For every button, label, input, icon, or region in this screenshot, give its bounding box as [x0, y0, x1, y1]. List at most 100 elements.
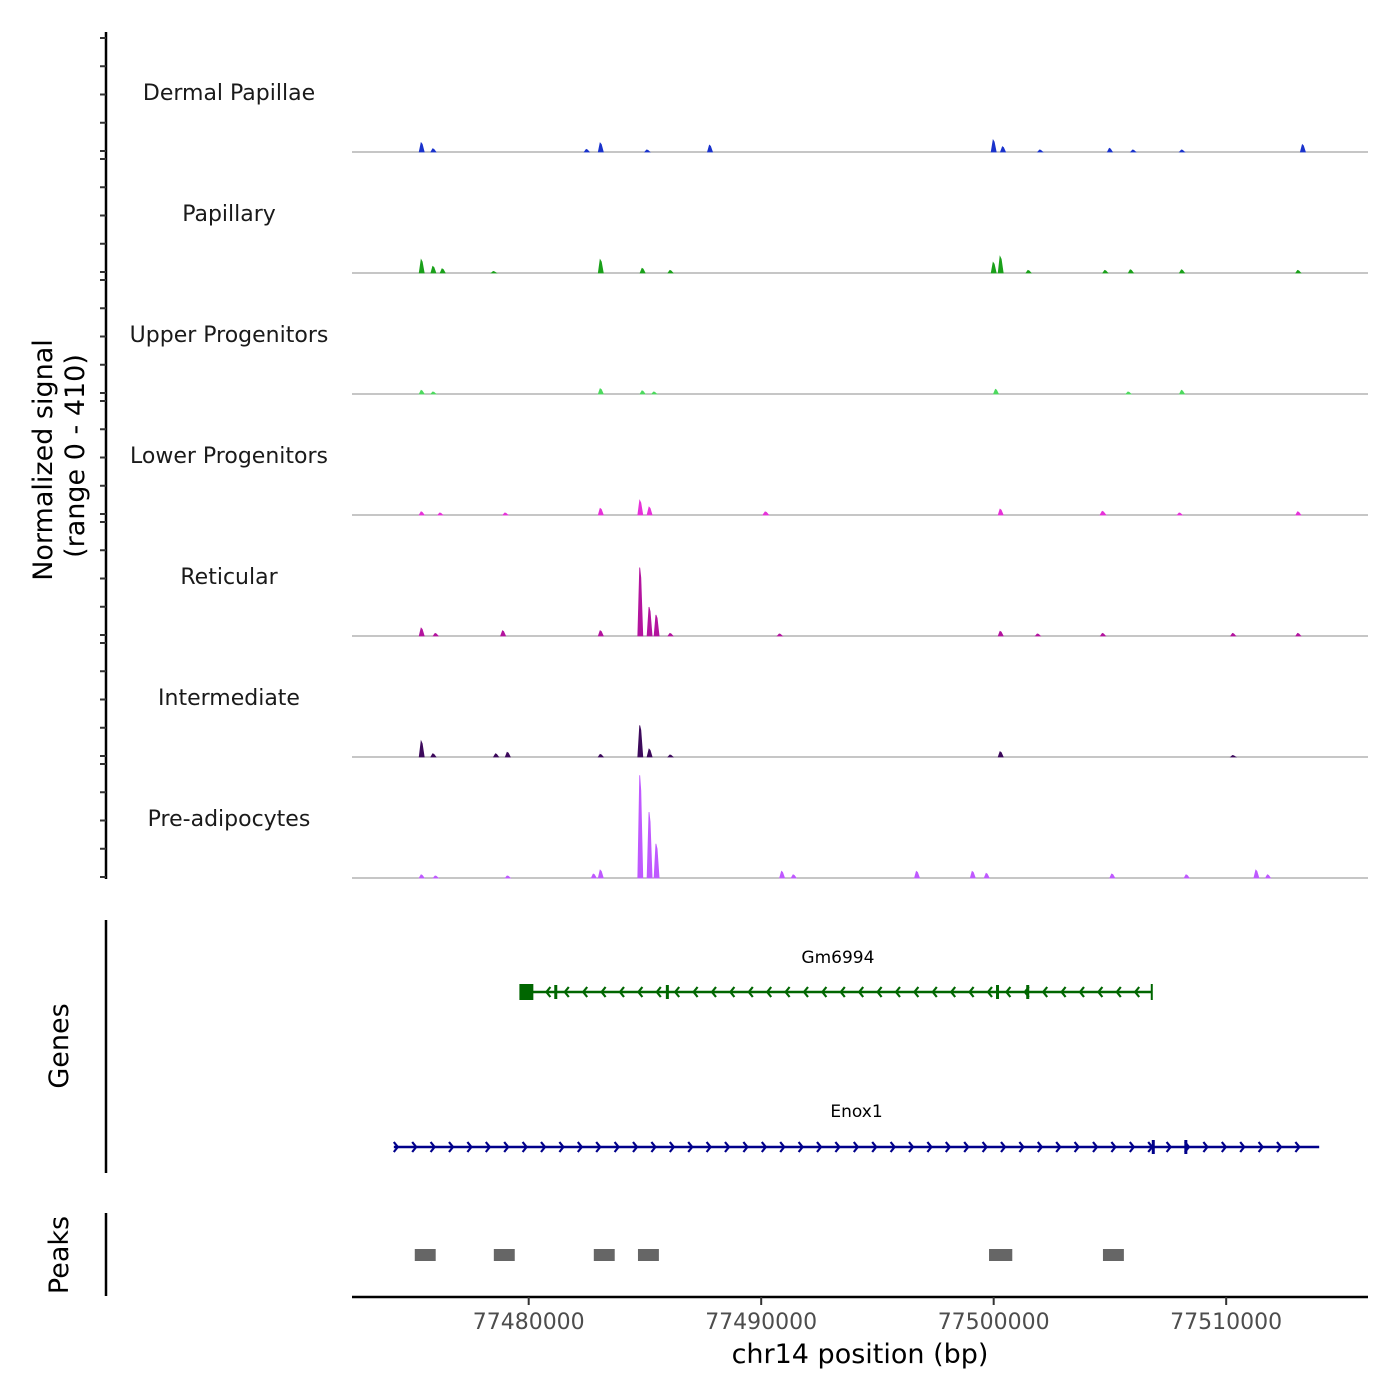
- gene-exon: [1026, 985, 1030, 999]
- signal-peak: [997, 255, 1004, 274]
- signal-peak: [418, 627, 425, 637]
- gene-enox1: Enox1: [392, 1102, 1320, 1154]
- strand-chevron: [655, 986, 662, 998]
- peak-region: [1102, 1249, 1124, 1261]
- gene-exon: [1151, 1140, 1155, 1154]
- strand-chevron: [963, 1141, 970, 1153]
- signal-peak: [776, 633, 784, 637]
- signal-peak: [1183, 874, 1190, 879]
- signal-peak: [990, 261, 997, 274]
- strand-chevron: [908, 1141, 915, 1153]
- signal-peak: [432, 632, 440, 637]
- signal-peak: [1099, 632, 1107, 637]
- strand-chevron: [820, 986, 828, 998]
- strand-chevron: [1018, 1141, 1025, 1153]
- track-upper-progenitors: Upper Progenitors: [130, 323, 1368, 395]
- strand-chevron: [839, 986, 846, 998]
- signal-peak: [504, 751, 511, 758]
- strand-chevron: [521, 1141, 529, 1153]
- signal-peak: [992, 388, 1000, 395]
- strand-chevron: [558, 1141, 565, 1153]
- signal-peak: [1253, 869, 1260, 879]
- signal-peak: [597, 630, 604, 637]
- signal-peak: [667, 632, 674, 637]
- strand-chevron: [857, 986, 865, 998]
- strand-chevron: [1115, 986, 1122, 998]
- signal-peak: [913, 870, 921, 879]
- gene-label: Enox1: [830, 1102, 882, 1122]
- signal-peak: [637, 567, 644, 637]
- signal-peak: [597, 388, 604, 395]
- strand-chevron: [1239, 1141, 1246, 1153]
- strand-chevron: [1220, 1141, 1228, 1153]
- signal-peak: [1102, 269, 1109, 274]
- strand-chevron: [968, 986, 975, 998]
- x-tick-label: 77510000: [1170, 1310, 1282, 1335]
- signal-peak: [418, 258, 425, 274]
- signal-peak: [501, 512, 509, 516]
- peak-region: [989, 1249, 1013, 1261]
- signal-peak: [1264, 874, 1272, 879]
- strand-chevron: [1000, 1141, 1007, 1153]
- gene-exon: [996, 985, 1000, 999]
- strand-chevron: [392, 1141, 400, 1153]
- signal-peak: [999, 146, 1007, 153]
- strand-chevron: [784, 986, 791, 998]
- strand-chevron: [912, 986, 920, 998]
- strand-chevron: [894, 986, 901, 998]
- coverage-y-axis-title-line2: (range 0 - 410): [60, 354, 91, 558]
- strand-chevron: [944, 1141, 952, 1153]
- track-pre-adipocytes: Pre-adipocytes: [148, 775, 1368, 879]
- signal-peak: [706, 144, 714, 153]
- signal-peak: [597, 753, 605, 758]
- strand-chevron: [411, 1141, 418, 1153]
- gene-exon: [1184, 1140, 1188, 1154]
- strand-chevron: [1276, 1141, 1283, 1153]
- track-papillary: Papillary: [182, 202, 1368, 274]
- gene-gm6994: Gm6994: [519, 948, 1153, 1000]
- signal-peak: [646, 606, 653, 637]
- signal-peak: [1295, 511, 1302, 516]
- signal-peak: [597, 142, 604, 153]
- strand-chevron: [1294, 1141, 1301, 1153]
- strand-chevron: [544, 986, 552, 998]
- signal-peak: [1229, 632, 1237, 637]
- strand-chevron: [618, 986, 625, 998]
- strand-chevron: [563, 986, 570, 998]
- signal-peak: [990, 138, 997, 153]
- signal-peak: [492, 753, 500, 758]
- signal-peak: [504, 875, 512, 879]
- signal-peak: [637, 725, 644, 758]
- track-label: Upper Progenitors: [130, 323, 329, 348]
- signal-peak: [1025, 269, 1033, 274]
- signal-peak: [436, 512, 444, 516]
- strand-chevron: [632, 1141, 639, 1153]
- signal-peak: [1178, 269, 1186, 274]
- genes-panel: Gm6994 Enox1: [104, 920, 1320, 1173]
- signal-peak: [490, 270, 498, 274]
- signal-peak: [430, 265, 437, 274]
- strand-chevron: [747, 986, 754, 998]
- strand-chevron: [889, 1141, 897, 1153]
- signal-peak: [1176, 512, 1184, 516]
- strand-chevron: [1133, 986, 1141, 998]
- signal-peak: [418, 141, 425, 153]
- peak-region: [493, 1249, 515, 1261]
- signal-peak: [430, 391, 437, 395]
- strand-chevron: [673, 986, 681, 998]
- signal-peak: [653, 614, 660, 637]
- signal-peak: [637, 499, 644, 516]
- x-axis-title: chr14 position (bp): [732, 1339, 989, 1370]
- track-label: Reticular: [180, 565, 278, 590]
- strand-chevron: [949, 986, 957, 998]
- gene-label: Gm6994: [801, 948, 874, 968]
- signal-peak: [646, 748, 653, 758]
- strand-chevron: [1073, 1141, 1081, 1153]
- gene-exon: [519, 984, 534, 1000]
- gene-exon: [665, 985, 669, 999]
- x-axis: 77480000 77490000 77500000 77510000: [352, 1295, 1368, 1335]
- signal-peak: [1109, 873, 1116, 879]
- strand-chevron: [834, 1141, 841, 1153]
- signal-peak: [597, 869, 604, 879]
- signal-peak: [639, 267, 646, 274]
